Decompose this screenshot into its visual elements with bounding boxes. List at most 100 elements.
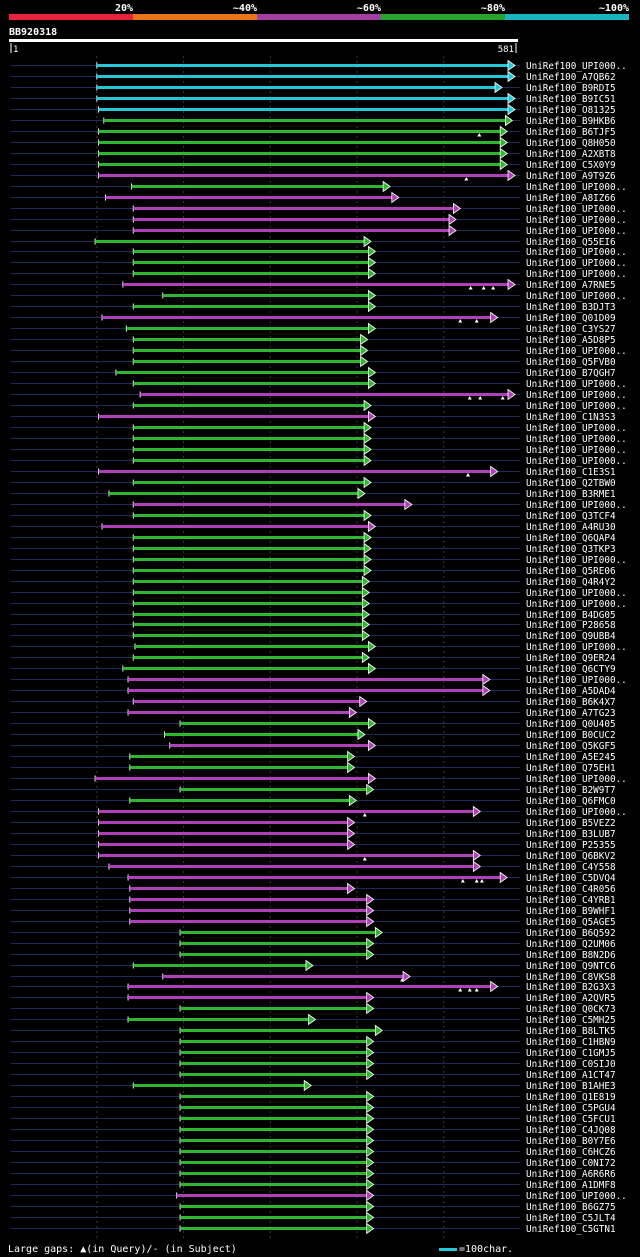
hit-label: UniRef100_B2G3X3 — [526, 982, 616, 993]
hit-row: UniRef100_Q6BKV2 — [11, 849, 616, 862]
hit-bar — [133, 382, 370, 385]
hit-bar — [180, 1128, 368, 1131]
scale-label-5: ~100% — [599, 3, 629, 14]
hit-bar — [128, 678, 484, 681]
hit-row: UniRef100_C5FCU1 — [11, 1112, 616, 1125]
hit-label: UniRef100_UPI000.. — [526, 434, 627, 445]
hit-bar — [108, 865, 475, 868]
hit-arrowhead — [367, 772, 377, 785]
hit-row: UniRef100_Q0CK73 — [11, 1002, 616, 1015]
hit-label: UniRef100_Q3TCF4 — [526, 511, 616, 522]
hit-label: UniRef100_A7TG23 — [526, 708, 616, 719]
hit-row: UniRef100_Q1E819 — [11, 1090, 616, 1103]
hit-label: UniRef100_C4Y558 — [526, 862, 616, 873]
hit-arrowhead — [361, 651, 370, 664]
hit-label: UniRef100_C5DVQ4 — [526, 873, 616, 884]
hit-label: UniRef100_UPI000.. — [526, 599, 627, 610]
hit-label: UniRef100_C5MH25 — [526, 1015, 616, 1026]
hit-row: UniRef100_A5E245 — [11, 750, 616, 763]
query-gap-marker — [466, 473, 471, 477]
hit-bar — [128, 996, 368, 999]
hit-label: UniRef100_Q75EH1 — [526, 763, 616, 774]
hit-arrowhead — [499, 158, 508, 171]
hit-arrowhead — [448, 213, 457, 226]
scale-segment-5 — [505, 14, 629, 20]
hit-row: UniRef100_UPI000.. — [11, 673, 627, 686]
hit-bar — [128, 1018, 310, 1021]
hit-arrowhead — [404, 498, 413, 511]
hit-bar — [180, 942, 368, 945]
hit-arrowhead — [507, 169, 516, 182]
hit-label: UniRef100_Q4R4Y2 — [526, 577, 616, 588]
hit-row: UniRef100_Q9UBB4 — [11, 629, 616, 642]
hit-bar — [140, 393, 509, 396]
hit-label: UniRef100_C0SIJ0 — [526, 1059, 616, 1070]
hit-arrowhead — [366, 1068, 375, 1081]
hit-label: UniRef100_UPI000.. — [526, 61, 627, 72]
hit-bar — [133, 338, 362, 341]
hit-row: UniRef100_A1DMF8 — [11, 1178, 616, 1191]
gap-legend: Large gaps: ▲(in Query)/- (in Subject) — [8, 1244, 237, 1255]
hit-label: UniRef100_C5X0Y9 — [526, 160, 616, 171]
hit-arrowhead — [367, 410, 377, 423]
hit-arrowhead — [360, 333, 369, 346]
hit-arrowhead — [448, 224, 457, 237]
hit-bar — [129, 755, 349, 758]
hit-arrowhead — [366, 1211, 375, 1224]
hit-row: UniRef100_A6R6R6 — [11, 1167, 616, 1180]
hit-label: UniRef100_UPI000.. — [526, 445, 627, 456]
scale-label-4: ~80% — [481, 3, 505, 14]
hit-row: UniRef100_C6HCZ6 — [11, 1145, 616, 1158]
hit-label: UniRef100_Q6FMC0 — [526, 796, 616, 807]
hit-arrowhead — [367, 366, 377, 379]
hit-bar — [133, 580, 364, 583]
hit-row: UniRef100_A2XBT8 — [11, 147, 616, 160]
hit-row: UniRef100_C1GMJ5 — [11, 1046, 616, 1059]
query-gap-marker — [500, 396, 505, 400]
hit-bar — [169, 744, 370, 747]
hit-arrowhead — [504, 114, 514, 127]
hit-row: UniRef100_B6TJF5 — [11, 125, 616, 138]
hit-bar — [133, 448, 366, 451]
hit-arrowhead — [366, 991, 375, 1004]
hit-arrowhead — [490, 465, 499, 478]
hit-bar — [128, 985, 492, 988]
hit-arrowhead — [482, 684, 491, 697]
hit-arrowhead — [507, 278, 516, 291]
hit-bar — [129, 909, 368, 912]
hit-arrowhead — [363, 454, 372, 467]
hit-label: UniRef100_B0Y7E6 — [526, 1136, 616, 1147]
hit-arrowhead — [363, 564, 372, 577]
hit-arrowhead — [367, 267, 377, 280]
hit-arrowhead — [507, 388, 516, 401]
hit-row: UniRef100_A7TG23 — [11, 706, 616, 719]
hit-arrowhead — [347, 882, 356, 895]
hit-row: UniRef100_Q3TKP3 — [11, 542, 616, 555]
hit-arrowhead — [366, 1101, 375, 1114]
hit-arrowhead — [499, 125, 508, 138]
hit-label: UniRef100_C5GTN1 — [526, 1224, 616, 1235]
hit-bar — [180, 1106, 368, 1109]
hit-arrowhead — [366, 904, 375, 917]
hit-arrowhead — [472, 849, 481, 862]
hit-label: UniRef100_B5VEZ2 — [526, 818, 616, 829]
hit-label: UniRef100_A8IZ66 — [526, 193, 616, 204]
scale-segment-4 — [381, 14, 505, 20]
hit-arrowhead — [482, 673, 491, 686]
hit-row: UniRef100_B0Y7E6 — [11, 1134, 616, 1147]
hit-arrowhead — [402, 970, 411, 983]
hit-row: UniRef100_A4RU30 — [11, 520, 616, 533]
hit-row: UniRef100_UPI000.. — [11, 245, 627, 258]
hit-row: UniRef100_UPI000.. — [11, 289, 627, 302]
hit-arrowhead — [363, 531, 372, 544]
hit-label: UniRef100_Q6BKV2 — [526, 851, 616, 862]
hit-row: UniRef100_C4JQ08 — [11, 1123, 616, 1136]
hit-label: UniRef100_Q9UBB4 — [526, 631, 616, 642]
hit-arrowhead — [472, 805, 481, 818]
hit-row: UniRef100_UPI000.. — [11, 1189, 627, 1202]
hit-arrowhead — [452, 202, 462, 215]
hit-bar — [102, 316, 492, 319]
hit-row: UniRef100_B0CUC2 — [11, 728, 616, 741]
hit-row: UniRef100_UPI000.. — [11, 202, 627, 215]
